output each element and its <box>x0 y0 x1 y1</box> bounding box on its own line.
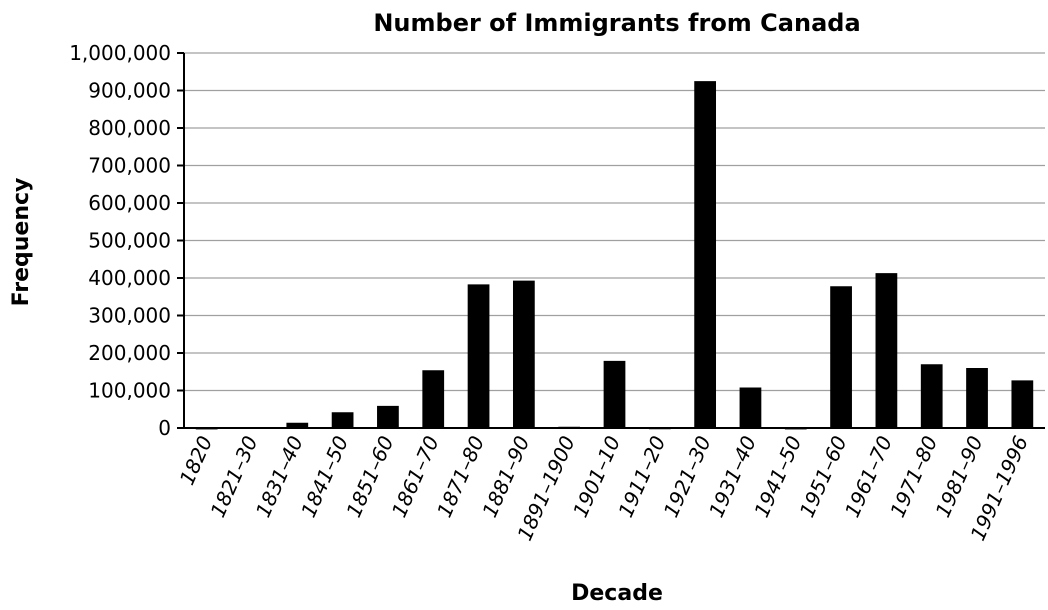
y-tick-label: 1,000,000 <box>69 41 171 65</box>
bar <box>966 368 988 428</box>
x-axis-title: Decade <box>571 581 663 606</box>
y-tick-label: 500,000 <box>88 229 171 253</box>
y-tick-label: 300,000 <box>88 304 171 328</box>
bar <box>1011 380 1034 428</box>
y-axis-ticks: 0 100,000 200,000 300,000 400,000 500,000 600,… <box>69 41 184 440</box>
y-axis-title: Frequency <box>9 178 34 307</box>
bar <box>920 364 943 428</box>
bars <box>195 81 1034 430</box>
bar <box>830 286 852 428</box>
bar <box>377 405 399 428</box>
bar <box>286 422 309 428</box>
x-axis-ticks: 18201821–301831–401841–501851–601861–701… <box>175 432 1033 544</box>
bar <box>739 387 762 428</box>
bar <box>603 360 626 428</box>
y-tick-label: 600,000 <box>88 191 171 215</box>
y-tick-label: 400,000 <box>88 266 171 290</box>
y-tick-label: 800,000 <box>88 116 171 140</box>
chart-title: Number of Immigrants from Canada <box>373 9 860 37</box>
y-tick-label: 900,000 <box>88 79 171 103</box>
bar <box>467 284 490 428</box>
y-tick-label: 0 <box>158 416 171 440</box>
y-tick-label: 700,000 <box>88 154 171 178</box>
bar <box>875 273 898 428</box>
gridlines <box>184 52 1045 392</box>
x-tick-label: 1820 <box>175 432 218 488</box>
y-tick-label: 100,000 <box>88 379 171 403</box>
bar <box>694 81 717 428</box>
bar <box>512 280 535 428</box>
bar <box>422 370 445 428</box>
bar <box>331 412 354 428</box>
y-tick-label: 200,000 <box>88 341 171 365</box>
